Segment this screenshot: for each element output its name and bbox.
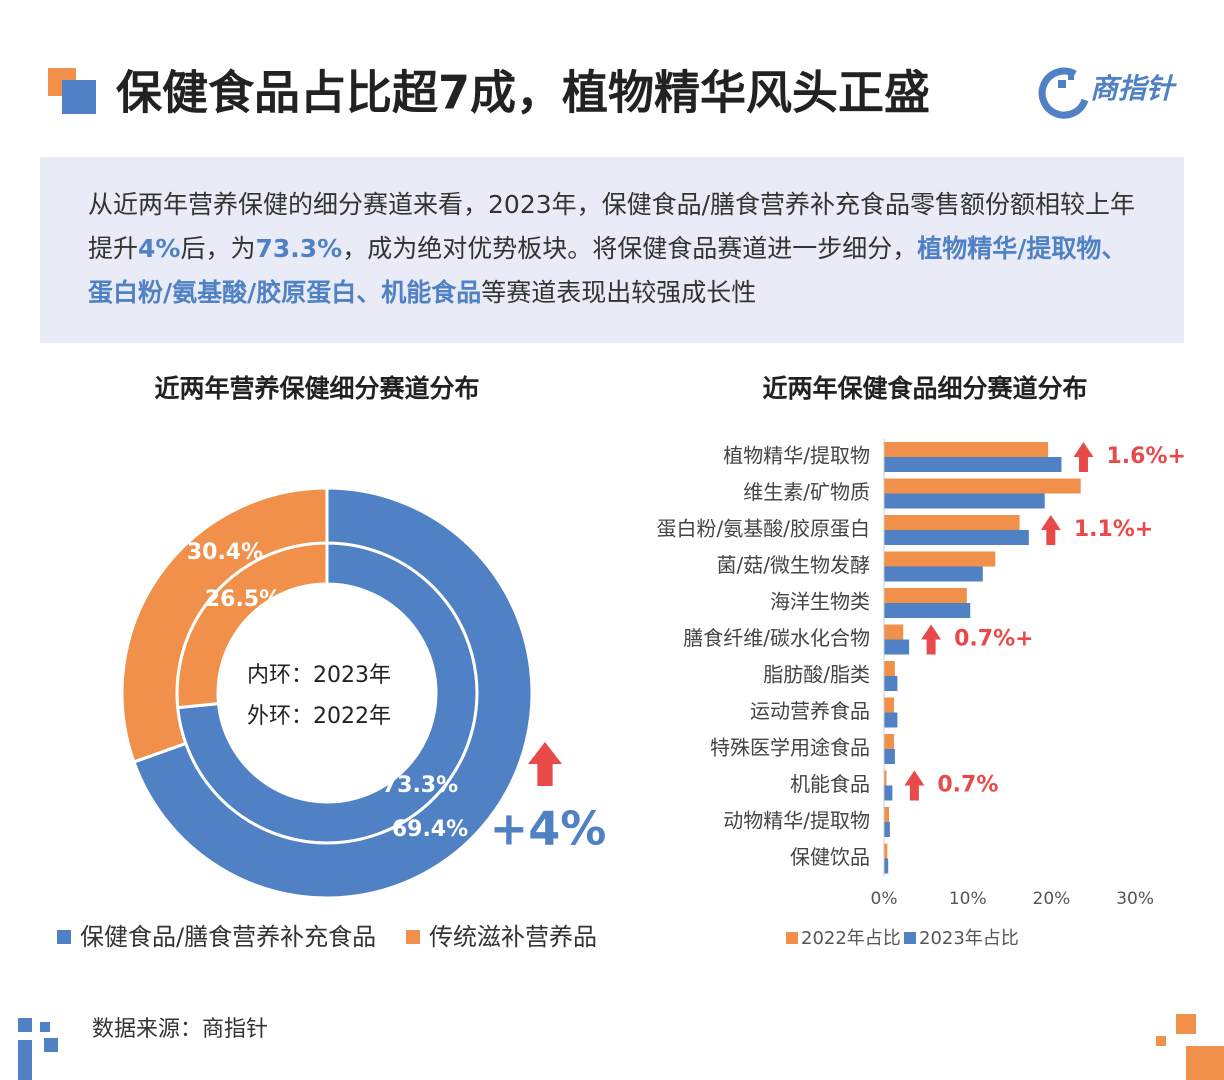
bar (884, 566, 983, 582)
legend-swatch (57, 930, 71, 944)
bar (884, 749, 895, 764)
x-tick-label: 0% (871, 889, 898, 909)
donut-segment (132, 486, 534, 900)
intro-text: 73.3% (255, 234, 343, 263)
y-tick-label: 膳食纤维/碳水化合物 (683, 626, 870, 650)
y-tick-label: 运动营养食品 (750, 699, 870, 723)
bar (884, 770, 887, 786)
annotation: 0.7%+ (954, 627, 1033, 652)
y-tick-label: 菌/菇/微生物发酵 (717, 553, 870, 577)
intro-box: 从近两年营养保健的细分赛道来看，2023年，保健食品/膳食营养补充食品零售额份额… (40, 157, 1184, 343)
decoration (18, 1018, 32, 1032)
legend-swatch (406, 930, 420, 944)
page-title: 保健食品占比超7成，植物精华风头正盛 (116, 66, 930, 120)
intro-text: 植物精华/提取物、蛋白粉/氨基酸/胶原蛋白、机能食品 (88, 234, 1127, 307)
bar (884, 478, 1081, 494)
annotation: 1.1%+ (1074, 517, 1153, 542)
decoration (1176, 1014, 1196, 1034)
legend-label: 2023年占比 (919, 928, 1019, 949)
decoration (1186, 1046, 1224, 1080)
bar (884, 603, 971, 618)
y-tick-label: 机能食品 (790, 772, 870, 796)
data-label: 26.5% (205, 587, 281, 612)
logo-icon (1068, 74, 1074, 80)
bar (884, 697, 895, 713)
up-arrow (528, 742, 562, 786)
source: 数据来源：商指针 (92, 1017, 268, 1042)
annotation: 1.6%+ (1106, 444, 1185, 469)
y-tick-label: 海洋生物类 (770, 590, 870, 614)
legend-label: 传统滋补营养品 (429, 923, 597, 951)
intro-text: 4% (138, 234, 181, 263)
logo: 商指针 (1090, 72, 1177, 105)
title-icon (62, 80, 96, 114)
logo-icon (1038, 67, 1089, 119)
chart-title: 近两年保健食品细分赛道分布 (762, 374, 1087, 403)
intro-text: 后，为 (180, 234, 256, 263)
bar (884, 515, 1020, 530)
bar (884, 624, 904, 640)
bar (884, 858, 889, 874)
logo-icon (1058, 80, 1066, 88)
center-label: 外环：2022年 (247, 704, 391, 729)
bar (884, 676, 898, 691)
annotation: +4% (490, 802, 607, 856)
x-tick-label: 30% (1116, 889, 1154, 909)
bar (884, 785, 893, 801)
decoration (18, 1040, 32, 1080)
center-label: 内环：2023年 (247, 663, 391, 688)
bar (884, 551, 996, 567)
legend-swatch (786, 932, 798, 944)
bar (884, 588, 967, 603)
y-tick-label: 保健饮品 (790, 845, 870, 869)
y-tick-label: 植物精华/提取物 (723, 444, 870, 468)
annotation: 0.7% (937, 773, 998, 798)
up-arrow (921, 624, 942, 655)
decoration (1156, 1036, 1166, 1046)
y-tick-label: 维生素/矿物质 (743, 480, 870, 504)
bar (884, 734, 895, 749)
y-tick-label: 蛋白粉/氨基酸/胶原蛋白 (657, 517, 870, 541)
bar (884, 493, 1045, 509)
data-label: 69.4% (392, 817, 468, 842)
x-tick-label: 10% (949, 889, 987, 909)
bar (884, 661, 895, 676)
bar (884, 442, 1049, 457)
intro-text: ，成为绝对优势板块。将保健食品赛道进一步细分， (342, 234, 918, 263)
bar (884, 807, 890, 822)
bar (884, 712, 898, 728)
legend-label: 保健食品/膳食营养补充食品 (80, 923, 376, 951)
decoration (44, 1038, 58, 1052)
data-label: 30.4% (187, 540, 263, 565)
intro-text: 从近两年营养保健的细分赛道来看，2023年，保健食品/膳食营养补充食品零售额份额… (88, 190, 1136, 263)
bar (884, 822, 890, 837)
y-tick-label: 动物精华/提取物 (723, 809, 870, 833)
data-label: 73.3% (382, 773, 458, 798)
bar (884, 639, 910, 655)
up-arrow (1040, 515, 1061, 545)
legend-label: 2022年占比 (801, 928, 901, 949)
up-arrow (904, 770, 925, 801)
bar (884, 530, 1029, 545)
y-tick-label: 特殊医学用途食品 (710, 736, 870, 760)
y-tick-label: 脂肪酸/脂类 (763, 663, 870, 687)
chart-title: 近两年营养保健细分赛道分布 (154, 374, 479, 403)
legend-swatch (904, 932, 916, 944)
bar (884, 457, 1062, 472)
donut-segment (120, 486, 329, 764)
bar (884, 843, 888, 859)
decoration (40, 1022, 50, 1032)
up-arrow (1073, 442, 1094, 472)
x-tick-label: 20% (1033, 889, 1071, 909)
intro-text: 等赛道表现出较强成长性 (481, 278, 757, 307)
